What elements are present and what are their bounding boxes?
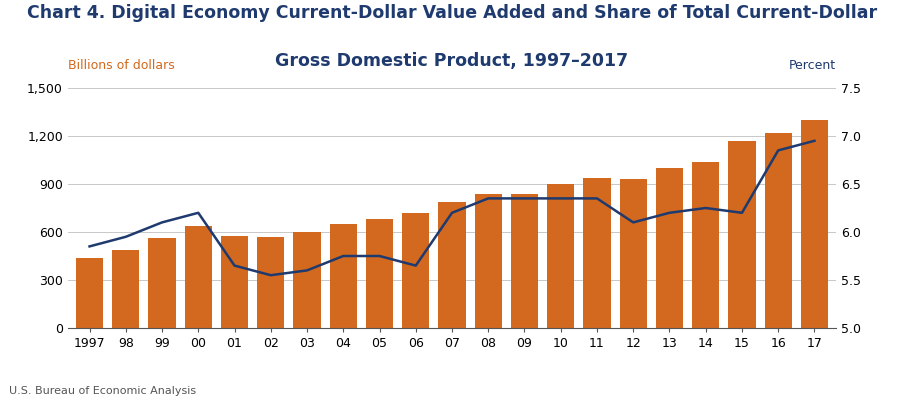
Bar	[76, 258, 103, 328]
Bar	[330, 224, 357, 328]
Bar	[366, 219, 393, 328]
Text: Billions of dollars: Billions of dollars	[68, 59, 174, 72]
Bar	[656, 168, 683, 328]
Bar	[184, 226, 211, 328]
Bar	[293, 232, 321, 328]
Bar	[582, 178, 610, 328]
Bar	[510, 194, 537, 328]
Bar	[692, 162, 719, 328]
Bar	[148, 238, 175, 328]
Text: Gross Domestic Product, 1997–2017: Gross Domestic Product, 1997–2017	[275, 52, 628, 70]
Bar	[619, 179, 647, 328]
Bar	[800, 120, 827, 328]
Bar	[112, 250, 139, 328]
Text: U.S. Bureau of Economic Analysis: U.S. Bureau of Economic Analysis	[9, 386, 196, 396]
Bar	[256, 237, 284, 328]
Bar	[474, 194, 501, 328]
Bar	[438, 202, 465, 328]
Bar	[402, 213, 429, 328]
Text: Chart 4. Digital Economy Current-Dollar Value Added and Share of Total Current-D: Chart 4. Digital Economy Current-Dollar …	[27, 4, 876, 22]
Bar	[728, 141, 755, 328]
Bar	[220, 236, 247, 328]
Bar	[764, 133, 791, 328]
Bar	[546, 184, 573, 328]
Text: Percent: Percent	[788, 59, 835, 72]
